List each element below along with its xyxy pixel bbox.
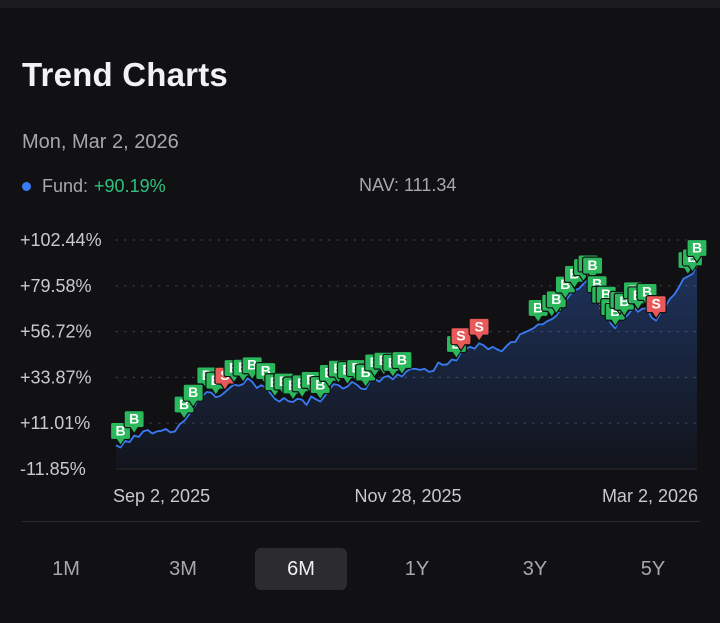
marker-label: B xyxy=(592,276,602,292)
marker-label: B xyxy=(692,240,702,256)
buy-marker[interactable]: B xyxy=(182,383,204,409)
marker-label: B xyxy=(619,293,629,309)
trend-chart[interactable]: +102.44% +79.58% +56.72% +33.87% +11.01% -11.… xyxy=(0,215,720,515)
x-tick-label: Sep 2, 2025 xyxy=(113,486,210,506)
marker-pin xyxy=(468,317,490,343)
y-tick-label: -11.85% xyxy=(20,459,86,479)
fund-dot-icon xyxy=(22,181,31,191)
fund-label: Fund: xyxy=(42,175,89,196)
y-tick-label: +102.44% xyxy=(20,230,102,250)
tab-3m[interactable]: 3M xyxy=(169,558,197,580)
y-tick-label: +79.58% xyxy=(20,276,92,296)
marker-label: B xyxy=(601,286,611,302)
marker-label: B xyxy=(551,291,561,307)
selected-date: Mon, Mar 2, 2026 xyxy=(22,131,179,153)
marker-pin xyxy=(391,350,413,376)
fund-legend: Fund: +90.19% xyxy=(22,174,166,198)
marker-label: B xyxy=(361,364,371,380)
fund-change: +90.19% xyxy=(94,175,166,196)
sell-marker[interactable]: S xyxy=(645,295,667,320)
nav-value: NAV: 111.34 xyxy=(359,175,457,195)
marker-label: B xyxy=(560,276,570,292)
tab-5y[interactable]: 5Y xyxy=(640,558,666,580)
fund-area xyxy=(116,264,697,469)
buy-marker[interactable]: B xyxy=(391,350,413,376)
sell-marker[interactable]: S xyxy=(701,215,711,218)
marker-label: B xyxy=(533,299,543,315)
marker-pin xyxy=(686,238,708,264)
marker-label: S xyxy=(651,296,660,312)
x-tick-label: Nov 28, 2025 xyxy=(354,486,461,506)
buy-marker[interactable]: B xyxy=(123,410,145,435)
sell-marker[interactable]: S xyxy=(468,317,490,343)
range-tabs: 1M 3M 6M 1Y 3Y 5Y xyxy=(0,548,720,592)
marker-label: B xyxy=(315,377,325,393)
tab-1y[interactable]: 1Y xyxy=(404,558,430,580)
marker-pin xyxy=(182,383,204,409)
marker-pin xyxy=(645,295,667,320)
tab-1m[interactable]: 1M xyxy=(52,558,80,580)
marker-label: B xyxy=(261,363,271,379)
marker-label: B xyxy=(642,283,652,299)
marker-label: B xyxy=(247,357,257,373)
buy-marker[interactable]: B xyxy=(686,238,708,264)
tab-3y[interactable]: 3Y xyxy=(522,558,548,580)
divider xyxy=(22,521,700,522)
marker-label: B xyxy=(179,396,189,412)
marker-label: B xyxy=(588,257,598,273)
top-bar xyxy=(0,0,720,8)
marker-label: S xyxy=(456,328,465,344)
buy-marker[interactable]: B xyxy=(696,215,707,218)
x-tick-label: Mar 2, 2026 xyxy=(602,486,698,506)
marker-label: B xyxy=(188,384,198,400)
marker-label: B xyxy=(115,422,125,438)
y-tick-label: +11.01% xyxy=(20,413,90,433)
y-tick-label: +33.87% xyxy=(20,367,92,387)
y-tick-label: +56.72% xyxy=(20,322,92,342)
marker-label: B xyxy=(610,303,620,319)
page-title: Trend Charts xyxy=(22,56,228,93)
marker-label: S xyxy=(474,318,483,334)
marker-label: S xyxy=(701,215,710,218)
tab-6m[interactable]: 6M xyxy=(255,548,347,590)
marker-label: B xyxy=(696,215,706,218)
marker-pin xyxy=(123,410,145,435)
marker-label: B xyxy=(397,352,407,368)
marker-label: B xyxy=(129,411,139,427)
